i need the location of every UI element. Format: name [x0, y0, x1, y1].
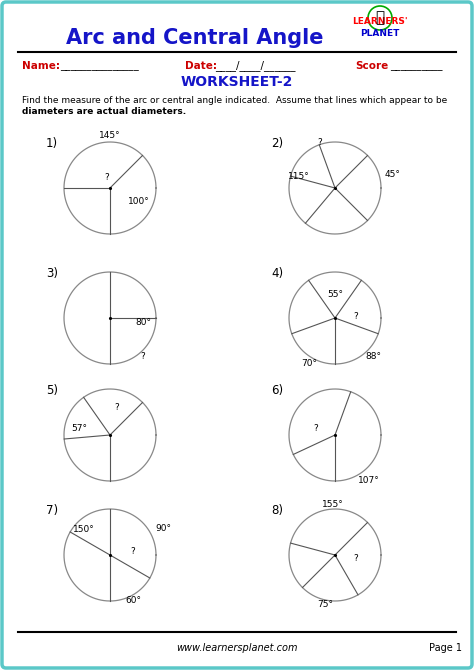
- Text: Page 1: Page 1: [429, 643, 463, 653]
- Text: ?: ?: [353, 553, 358, 563]
- Text: LEARNERS': LEARNERS': [352, 17, 408, 27]
- Text: www.learnersplanet.com: www.learnersplanet.com: [176, 643, 298, 653]
- Text: PLANET: PLANET: [360, 29, 400, 38]
- Text: 88°: 88°: [365, 352, 382, 361]
- Text: 8): 8): [271, 504, 283, 517]
- Text: 80°: 80°: [135, 318, 151, 327]
- Text: Name:: Name:: [22, 61, 60, 71]
- Text: Arc and Central Angle: Arc and Central Angle: [66, 28, 324, 48]
- Text: _______________: _______________: [60, 61, 139, 71]
- Text: 4): 4): [271, 267, 283, 280]
- Text: 60°: 60°: [125, 596, 141, 605]
- Text: 150°: 150°: [73, 525, 95, 533]
- Text: 115°: 115°: [288, 172, 310, 181]
- Text: 57°: 57°: [72, 423, 88, 433]
- Text: ?: ?: [115, 403, 119, 412]
- Text: 2): 2): [271, 137, 283, 150]
- Text: ?: ?: [353, 312, 358, 321]
- Text: 70°: 70°: [301, 358, 317, 368]
- Text: 🌍: 🌍: [375, 11, 384, 25]
- Text: 107°: 107°: [358, 476, 380, 485]
- Text: 100°: 100°: [128, 197, 150, 206]
- Text: Score: Score: [355, 61, 388, 71]
- Text: WORKSHEET-2: WORKSHEET-2: [181, 75, 293, 89]
- Text: ?: ?: [317, 138, 322, 147]
- Text: Date:: Date:: [185, 61, 217, 71]
- Text: ?: ?: [104, 173, 109, 182]
- Text: 7): 7): [46, 504, 58, 517]
- Text: ?: ?: [140, 352, 145, 361]
- Text: 75°: 75°: [318, 600, 333, 609]
- Text: 155°: 155°: [322, 500, 344, 509]
- Text: ____/____/______: ____/____/______: [215, 60, 295, 72]
- Text: ?: ?: [313, 424, 318, 433]
- Text: 145°: 145°: [99, 131, 121, 139]
- Text: diameters are actual diameters.: diameters are actual diameters.: [22, 107, 186, 116]
- Text: __________: __________: [390, 61, 443, 71]
- Text: 5): 5): [46, 384, 58, 397]
- Text: Find the measure of the arc or central angle indicated.  Assume that lines which: Find the measure of the arc or central a…: [22, 96, 447, 105]
- Text: 45°: 45°: [385, 170, 401, 179]
- Text: 90°: 90°: [156, 524, 172, 533]
- Text: ?: ?: [130, 547, 135, 556]
- Text: 3): 3): [46, 267, 58, 280]
- Text: 1): 1): [46, 137, 58, 150]
- Text: 6): 6): [271, 384, 283, 397]
- Text: 55°: 55°: [327, 290, 343, 299]
